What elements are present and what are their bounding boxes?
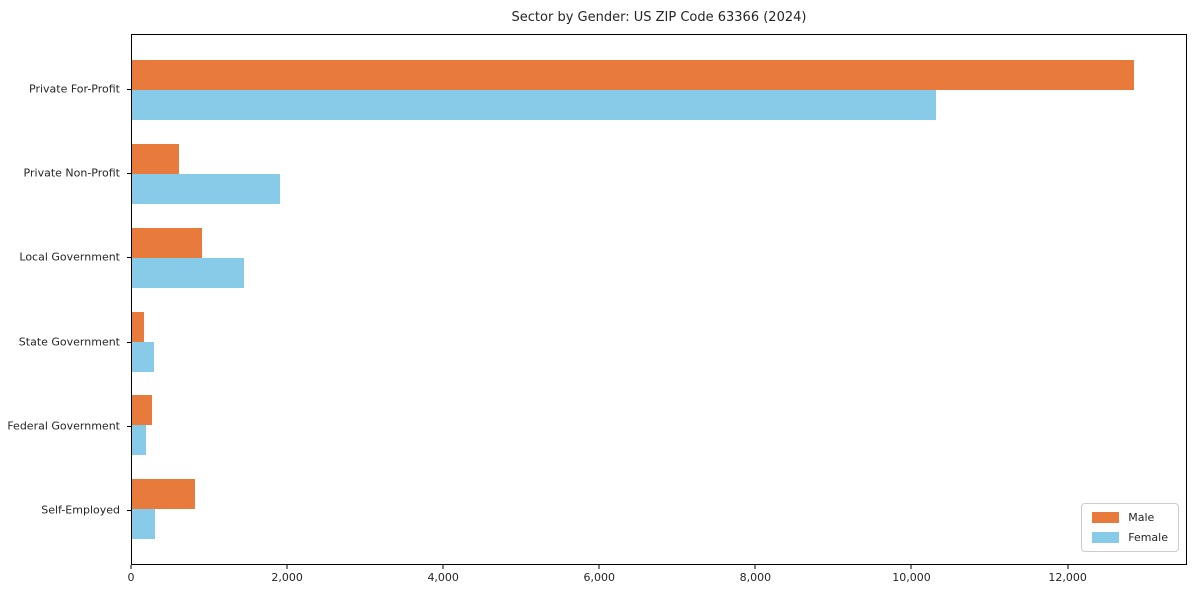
y-tick-label: State Government	[18, 335, 120, 349]
bar-male-1	[132, 59, 1134, 90]
y-tick-mark	[127, 425, 131, 427]
bar-female-1	[132, 89, 936, 120]
x-tick-mark	[598, 565, 600, 569]
bar-female-3	[132, 257, 245, 288]
x-tick-mark	[1067, 565, 1069, 569]
bar-male-2	[132, 143, 179, 174]
x-tick-label: 10,000	[892, 571, 931, 584]
legend-item-female: Female	[1092, 531, 1168, 544]
bar-male-3	[132, 227, 203, 258]
x-tick-label: 6,000	[583, 571, 616, 584]
y-tick-mark	[127, 257, 131, 259]
y-tick-mark	[127, 510, 131, 512]
y-tick-mark	[127, 173, 131, 175]
y-axis-labels: Private For-Profit Private Non-Profit Loca…	[0, 34, 131, 565]
y-tick-label: Local Government	[19, 250, 120, 264]
female-legend-label: Female	[1128, 531, 1168, 544]
legend: Male Female	[1081, 503, 1179, 552]
bar-female-6	[132, 509, 156, 540]
y-tick-mark	[127, 89, 131, 90]
x-tick-mark	[286, 565, 288, 569]
y-tick-label: Private Non-Profit	[23, 166, 120, 180]
x-tick-label: 2,000	[271, 571, 303, 584]
y-tick-label: Private For-Profit	[29, 82, 120, 96]
chart-title: Sector by Gender: US ZIP Code 63366 (202…	[511, 10, 807, 25]
x-axis: 0 2,000 4,000 6,000 8,000 10,000 12,000	[127, 565, 1187, 595]
x-tick-label: 8,000	[739, 571, 772, 584]
bar-female-4	[132, 341, 154, 372]
male-legend-swatch	[1092, 512, 1120, 523]
plot-area: Male Female	[131, 34, 1187, 565]
x-tick-mark	[130, 565, 132, 569]
female-legend-swatch	[1092, 532, 1120, 543]
bar-female-5	[132, 425, 147, 456]
x-tick-label: 4,000	[427, 571, 459, 584]
y-tick-label: Self-Employed	[41, 503, 120, 517]
male-legend-label: Male	[1128, 511, 1155, 524]
x-tick-mark	[754, 565, 756, 569]
bar-male-6	[132, 479, 196, 510]
y-tick-label: Federal Government	[7, 419, 120, 433]
x-tick-mark	[910, 565, 912, 569]
bar-female-2	[132, 173, 280, 204]
bar-male-4	[132, 311, 144, 342]
y-tick-mark	[127, 341, 131, 343]
x-tick-label: 0	[127, 571, 135, 584]
bar-male-5	[132, 395, 153, 426]
x-tick-mark	[442, 565, 444, 569]
legend-item-male: Male	[1092, 511, 1168, 524]
x-tick-label: 12,000	[1048, 571, 1087, 584]
